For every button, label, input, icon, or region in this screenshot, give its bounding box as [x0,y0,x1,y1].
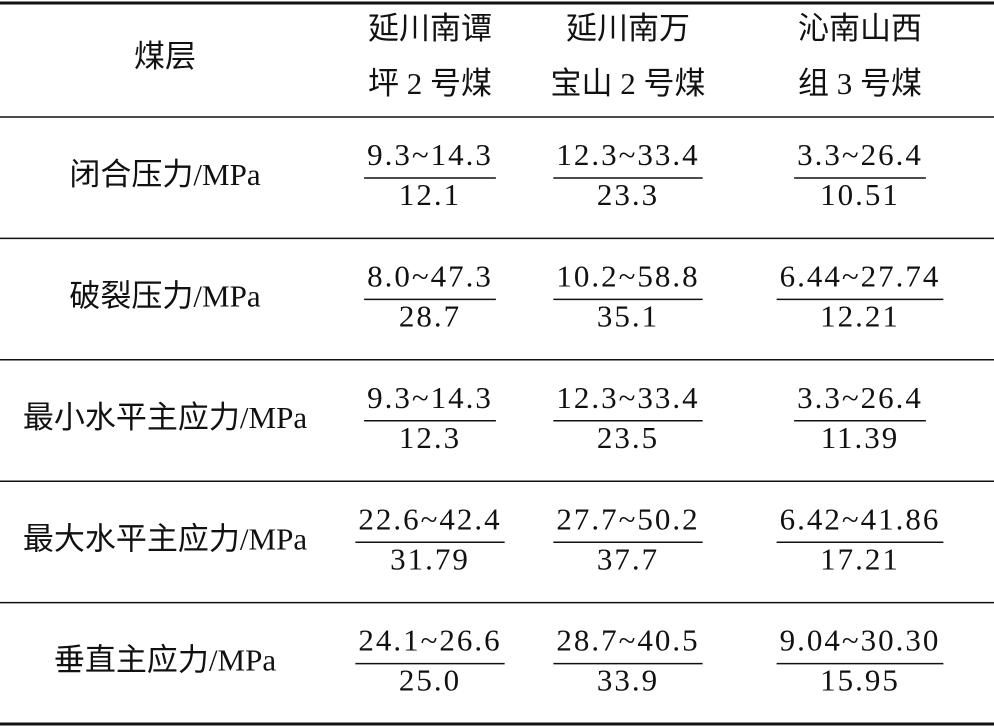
header-cell: 延川南万 [566,11,690,46]
range-value: 3.3~26.4 [797,137,923,172]
mean-value: 25.0 [399,663,461,698]
range-value: 6.42~41.86 [780,501,941,536]
mean-value: 31.79 [390,541,470,576]
range-value: 3.3~26.4 [797,380,923,415]
mean-value: 28.7 [399,299,461,334]
header-cell: 组 3 号煤 [798,66,922,101]
range-value: 8.0~47.3 [367,259,493,294]
header-cell: 延川南谭 [368,11,492,46]
range-value: 27.7~50.2 [556,501,699,536]
mean-value: 12.21 [820,299,900,334]
mean-value: 17.21 [820,541,900,576]
header-cell: 坪 2 号煤 [368,66,492,101]
range-value: 9.04~30.30 [780,623,941,658]
mean-value: 33.9 [597,663,659,698]
range-value: 9.3~14.3 [367,380,493,415]
mean-value: 11.39 [821,420,900,455]
range-value: 22.6~42.4 [358,501,501,536]
range-value: 10.2~58.8 [556,259,699,294]
row-label: 最大水平主应力/MPa [23,521,307,556]
mean-value: 23.3 [597,177,659,212]
range-value: 24.1~26.6 [358,623,501,658]
range-value: 12.3~33.4 [556,380,699,415]
mean-value: 12.3 [399,420,461,455]
range-value: 12.3~33.4 [556,137,699,172]
mean-value: 35.1 [597,299,659,334]
header-cell: 煤层 [134,39,196,74]
mean-value: 15.95 [820,663,900,698]
row-label: 破裂压力/MPa [69,279,260,314]
header-cell: 沁南山西 [798,11,922,46]
mean-value: 37.7 [597,541,659,576]
mean-value: 10.51 [820,177,900,212]
range-value: 9.3~14.3 [367,137,493,172]
range-value: 28.7~40.5 [556,623,699,658]
header-cell: 宝山 2 号煤 [551,66,706,101]
row-label: 闭合压力/MPa [69,157,260,192]
range-value: 6.44~27.74 [780,259,941,294]
row-label: 最小水平主应力/MPa [23,400,307,435]
mean-value: 23.5 [597,420,659,455]
row-label: 垂直主应力/MPa [54,643,276,678]
mean-value: 12.1 [399,177,461,212]
